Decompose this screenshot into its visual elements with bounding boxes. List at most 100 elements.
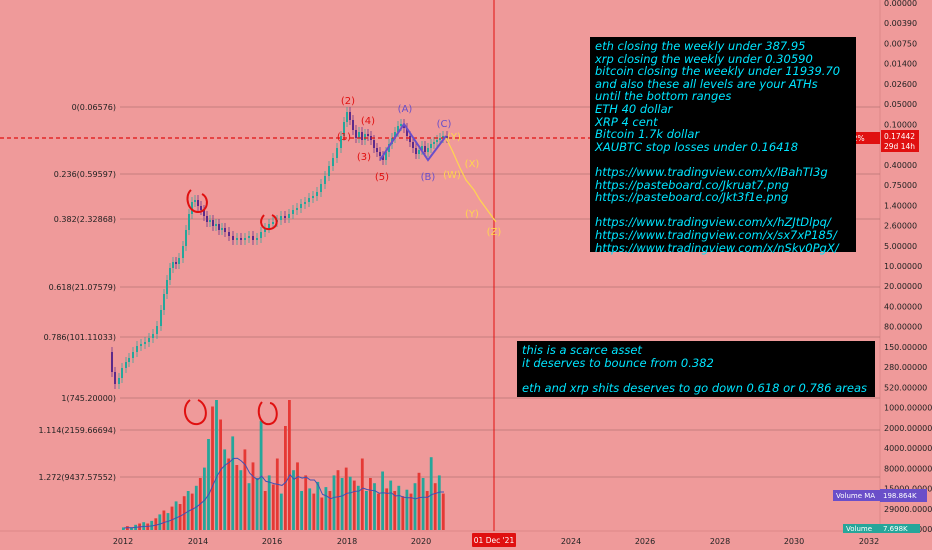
candle-body [163, 294, 165, 310]
candle-body [355, 130, 357, 138]
volume-bar [405, 489, 409, 530]
volume-bar [336, 470, 340, 530]
candle-body [436, 140, 438, 142]
wave-label-Y1: (Y) [447, 132, 461, 143]
volume-bar [174, 501, 178, 530]
current-price-box[interactable] [881, 130, 919, 152]
price-tick-label: 0.00390 [884, 19, 917, 28]
price-tick-label: 0.40000 [884, 161, 917, 170]
volume-bar [263, 491, 267, 530]
candle-body [212, 220, 214, 226]
candle-body [346, 112, 348, 122]
volume-bar [352, 480, 356, 530]
candle-body [406, 128, 408, 136]
candle-body [114, 372, 116, 384]
candle-body [446, 136, 448, 138]
volume-bar [328, 491, 332, 530]
candle-body [248, 236, 250, 238]
volume-bar [324, 487, 328, 530]
candle-body [442, 136, 444, 138]
candle-body [175, 262, 177, 264]
volume-bar [300, 491, 303, 530]
price-tick-label: 280.00000 [884, 363, 927, 372]
candle-body [367, 134, 369, 136]
fib-level-label: 1.114(2159.66694) [39, 426, 117, 435]
price-tick-label: 8000.00000 [884, 464, 932, 473]
candle-body [140, 344, 142, 346]
volume-bar [421, 478, 425, 530]
volume-bar [381, 471, 384, 530]
candle-body [160, 310, 162, 326]
volume-bar [154, 518, 158, 530]
time-axis-ticks: 2012 2014 2016 2018 2020 2024 2026 2028 2030 2032 [113, 537, 879, 546]
candle-body [221, 228, 223, 230]
candle-body [296, 208, 298, 210]
candle-body [300, 204, 302, 208]
volume-bar [340, 478, 344, 530]
volume-bar [397, 485, 401, 530]
volume-bar [288, 400, 291, 530]
volume-bar [275, 458, 279, 530]
annotation-box-bottom[interactable]: this is a scarce asset it deserves to bou… [517, 341, 875, 397]
volume-bar [425, 491, 429, 530]
annotation-line: ETH 40 dollar [595, 101, 673, 116]
candle-body [182, 246, 184, 258]
candle-body [228, 232, 230, 236]
annotation-box-top[interactable]: eth closing the weekly under 387.95 xrp c… [590, 37, 856, 254]
price-tick-label: 0.00000 [884, 0, 917, 8]
candle-body [272, 222, 274, 224]
current-price-value: 0.17442 [884, 132, 915, 141]
current-date-label: 01 Dec '21 [474, 536, 515, 545]
candle-body [312, 196, 314, 198]
candle-body [379, 152, 381, 156]
volume-name: Volume [846, 525, 872, 533]
volume-bar [292, 470, 295, 530]
price-tick-label: 2.60000 [884, 222, 917, 231]
candle-body [439, 138, 441, 140]
candle-body [191, 202, 193, 214]
volume-bars [122, 400, 445, 530]
volume-bar [356, 485, 360, 530]
volume-bar [190, 493, 194, 530]
price-axis[interactable] [880, 0, 932, 550]
fib-level-label: 1.272(9437.57552) [39, 473, 117, 482]
volume-bar [389, 480, 393, 530]
time-axis[interactable] [0, 531, 880, 550]
price-tick-label: 5.00000 [884, 242, 917, 251]
volume-bar [130, 527, 133, 530]
volume-bar [178, 504, 182, 530]
candle-body [166, 280, 168, 294]
price-tick-label: 80.00000 [884, 323, 922, 332]
volume-value-box [880, 524, 920, 533]
volume-bar [122, 527, 125, 530]
candle-body [394, 132, 396, 138]
volume-bar [377, 493, 380, 530]
volume-bar [170, 506, 174, 530]
candle-body [433, 142, 435, 144]
volume-bar [304, 475, 308, 530]
volume-bar [211, 406, 214, 530]
fib-level-label: 0.618(21.07579) [49, 283, 116, 292]
candle-body [424, 146, 426, 152]
candle-body [218, 224, 220, 230]
candle-body [400, 124, 402, 126]
red-circle-2014-volume [183, 399, 207, 426]
volume-ma-value: 198.864K [883, 492, 917, 500]
volume-bar [146, 523, 150, 530]
volume-bar [429, 457, 433, 530]
candle-body [224, 228, 226, 232]
volume-bar [373, 483, 376, 530]
candle-body [332, 158, 334, 166]
time-tick-label: 2018 [337, 537, 357, 546]
fib-level-label: 0.382(2.32868) [54, 215, 116, 224]
price-tick-label: 0.00750 [884, 40, 917, 49]
time-tick-label: 2030 [784, 537, 804, 546]
price-tick-label: 0.75000 [884, 181, 917, 190]
volume-bar [203, 467, 206, 530]
annotation-line: https://www.tradingview.com/x/hZJtDlpq/ [595, 215, 831, 230]
wave-label-X: (X) [465, 159, 480, 170]
volume-bar [223, 449, 227, 530]
wave-label-A: (A) [398, 104, 413, 115]
wave-label-Z: (Z) [487, 227, 502, 238]
candle-body [178, 258, 180, 264]
